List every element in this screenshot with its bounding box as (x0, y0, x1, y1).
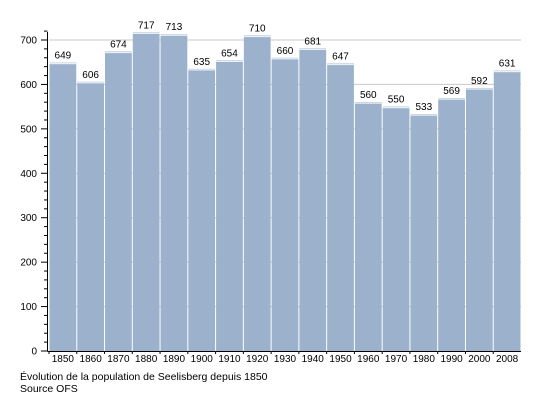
x-tick-label-1850: 1850 (52, 354, 75, 365)
x-tick-label-2000: 2000 (468, 354, 491, 365)
x-tick-label-2008: 2008 (496, 354, 519, 365)
data-label-1940: 681 (304, 36, 321, 47)
y-tick-label-200: 200 (20, 258, 37, 269)
bar-1890 (160, 34, 188, 352)
x-tick-label-1970: 1970 (385, 354, 408, 365)
y-tick-label-500: 500 (20, 124, 37, 135)
chart-caption-title: Évolution de la population de Seelisberg… (20, 371, 268, 383)
x-tick-label-1940: 1940 (302, 354, 325, 365)
data-label-1880: 717 (138, 20, 155, 31)
bar-1950 (327, 63, 354, 351)
x-tick-label-1950: 1950 (329, 354, 352, 365)
y-tick-label-0: 0 (31, 347, 37, 358)
data-label-1850: 649 (55, 51, 72, 62)
data-label-1990: 569 (443, 86, 460, 97)
bar-1930 (271, 57, 299, 352)
x-tick-label-1880: 1880 (135, 354, 158, 365)
y-tick-label-300: 300 (20, 213, 37, 224)
bar-1990 (438, 98, 465, 351)
bar-1880 (132, 32, 160, 351)
data-labels: 649 606 674 717 713 635 654 710 660 681 647 560 550 5… (55, 20, 516, 113)
x-tick-label-1930: 1930 (274, 354, 297, 365)
data-label-1860: 606 (82, 70, 99, 81)
bar-1960 (354, 102, 382, 351)
data-label-1900: 635 (193, 57, 210, 68)
x-tick-label-1920: 1920 (246, 354, 269, 365)
chart-caption-source: Source OFS (20, 383, 78, 395)
data-label-1960: 560 (360, 90, 377, 101)
bar-1900 (188, 68, 216, 351)
bar-1970 (382, 106, 410, 352)
bar-1980 (410, 114, 438, 352)
data-label-2000: 592 (471, 76, 488, 87)
data-label-1930: 660 (277, 46, 294, 57)
y-tick-label-400: 400 (20, 169, 37, 180)
data-label-2008: 631 (499, 59, 516, 70)
bars (49, 32, 521, 352)
y-tick-label-100: 100 (20, 302, 37, 313)
data-label-1890: 713 (166, 22, 183, 33)
x-tick-label-1980: 1980 (413, 354, 436, 365)
bar-1860 (77, 81, 105, 352)
x-tick-label-1860: 1860 (80, 354, 103, 365)
data-label-1950: 647 (332, 52, 349, 63)
bar-2000 (465, 87, 493, 352)
x-tick-label-1890: 1890 (163, 354, 186, 365)
bar-1910 (216, 60, 243, 352)
data-label-1870: 674 (110, 40, 127, 51)
x-tick-label-1990: 1990 (440, 354, 463, 365)
y-tick-label-600: 600 (20, 80, 37, 91)
bar-1940 (299, 48, 327, 351)
data-label-1970: 550 (388, 95, 405, 106)
bar-1850 (49, 62, 77, 352)
x-tick-label-1870: 1870 (107, 354, 130, 365)
data-label-1920: 710 (249, 24, 266, 35)
x-tick-label-1910: 1910 (218, 354, 241, 365)
axes: 0 100 200 300 400 500 600 700 1850 1860 1870 1880 18… (20, 30, 521, 365)
y-tick-label-700: 700 (20, 36, 37, 47)
data-label-1910: 654 (221, 48, 238, 59)
x-tick-label-1960: 1960 (357, 354, 380, 365)
data-label-1980: 533 (415, 102, 432, 113)
x-tick-label-1900: 1900 (191, 354, 214, 365)
bar-2008 (493, 70, 521, 352)
bar-1920 (243, 35, 271, 352)
bar-1870 (105, 51, 132, 352)
